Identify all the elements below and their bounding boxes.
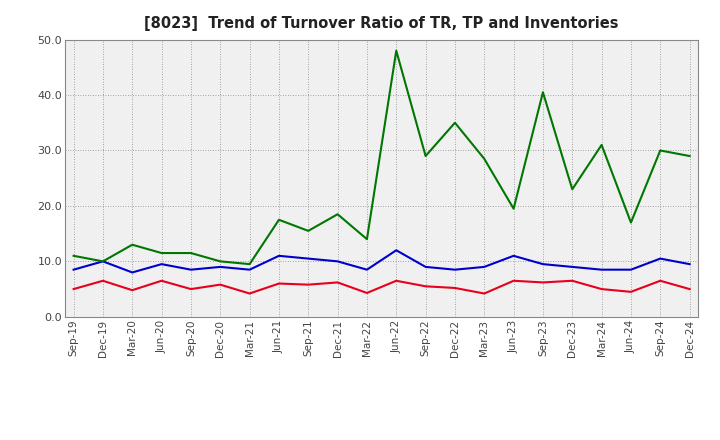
Trade Payables xyxy=(598,267,606,272)
Trade Receivables xyxy=(685,286,694,292)
Inventories xyxy=(480,156,489,161)
Trade Payables xyxy=(626,267,635,272)
Trade Payables xyxy=(246,267,254,272)
Inventories xyxy=(246,261,254,267)
Trade Receivables xyxy=(216,282,225,287)
Trade Receivables xyxy=(274,281,283,286)
Trade Receivables xyxy=(69,286,78,292)
Inventories xyxy=(274,217,283,222)
Trade Payables xyxy=(421,264,430,270)
Trade Receivables xyxy=(568,278,577,283)
Line: Trade Payables: Trade Payables xyxy=(73,250,690,272)
Inventories xyxy=(568,187,577,192)
Inventories xyxy=(539,90,547,95)
Inventories xyxy=(304,228,312,234)
Inventories xyxy=(509,206,518,211)
Trade Receivables xyxy=(539,280,547,285)
Trade Receivables xyxy=(656,278,665,283)
Inventories xyxy=(69,253,78,258)
Trade Receivables xyxy=(304,282,312,287)
Trade Payables xyxy=(333,259,342,264)
Trade Payables xyxy=(509,253,518,258)
Trade Payables xyxy=(69,267,78,272)
Trade Payables xyxy=(186,267,195,272)
Title: [8023]  Trend of Turnover Ratio of TR, TP and Inventories: [8023] Trend of Turnover Ratio of TR, TP… xyxy=(144,16,619,32)
Trade Receivables xyxy=(626,289,635,294)
Inventories xyxy=(99,259,107,264)
Inventories xyxy=(656,148,665,153)
Trade Payables xyxy=(99,259,107,264)
Trade Receivables xyxy=(421,284,430,289)
Trade Payables xyxy=(304,256,312,261)
Inventories xyxy=(216,259,225,264)
Trade Receivables xyxy=(598,286,606,292)
Trade Payables xyxy=(128,270,137,275)
Trade Receivables xyxy=(363,290,372,296)
Inventories xyxy=(392,48,400,53)
Inventories xyxy=(451,120,459,125)
Trade Payables xyxy=(157,261,166,267)
Inventories xyxy=(685,154,694,159)
Trade Receivables xyxy=(99,278,107,283)
Trade Payables xyxy=(656,256,665,261)
Trade Receivables xyxy=(186,286,195,292)
Trade Receivables xyxy=(246,291,254,296)
Trade Payables xyxy=(685,261,694,267)
Trade Payables xyxy=(539,261,547,267)
Trade Payables xyxy=(451,267,459,272)
Trade Receivables xyxy=(509,278,518,283)
Inventories xyxy=(421,154,430,159)
Trade Receivables xyxy=(392,278,400,283)
Trade Receivables xyxy=(128,288,137,293)
Inventories xyxy=(626,220,635,225)
Inventories xyxy=(186,250,195,256)
Inventories xyxy=(333,212,342,217)
Inventories xyxy=(157,250,166,256)
Trade Payables xyxy=(216,264,225,270)
Trade Payables xyxy=(480,264,489,270)
Trade Payables xyxy=(392,248,400,253)
Line: Inventories: Inventories xyxy=(73,51,690,264)
Trade Receivables xyxy=(451,285,459,290)
Trade Payables xyxy=(568,264,577,270)
Line: Trade Receivables: Trade Receivables xyxy=(73,281,690,293)
Trade Receivables xyxy=(480,291,489,296)
Inventories xyxy=(363,237,372,242)
Trade Receivables xyxy=(333,280,342,285)
Trade Payables xyxy=(274,253,283,258)
Inventories xyxy=(598,142,606,147)
Trade Payables xyxy=(363,267,372,272)
Trade Receivables xyxy=(157,278,166,283)
Inventories xyxy=(128,242,137,247)
